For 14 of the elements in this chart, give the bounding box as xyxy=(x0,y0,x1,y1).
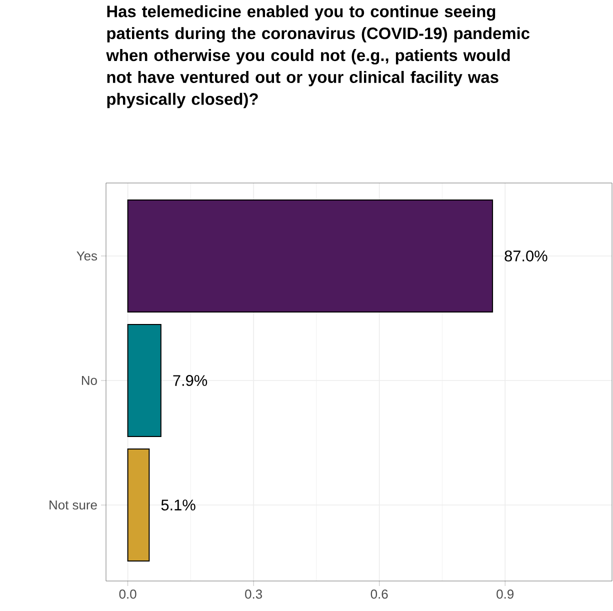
data-label: 87.0% xyxy=(504,250,548,262)
bar xyxy=(127,199,494,312)
x-tick-label: 0.6 xyxy=(370,590,388,599)
bar xyxy=(127,448,150,562)
x-tick-label: 0.9 xyxy=(496,590,514,599)
chart-title: Has telemedicine enabled you to continue seeing patients during the coronavirus (COVID-19) pandemic when otherwise you could not (e.g., patients would not have ventured out or your clinical facility was physically closed)? xyxy=(106,5,530,108)
y-tick-label: Yes xyxy=(76,251,98,260)
data-label: 7.9% xyxy=(173,375,208,386)
y-tick-label: Not sure xyxy=(50,500,97,510)
x-tick-label: 0.0 xyxy=(119,590,136,599)
y-tick-label: No xyxy=(82,376,97,386)
data-label: 5.1% xyxy=(161,500,196,510)
x-tick-label: 0.3 xyxy=(245,590,262,599)
bar xyxy=(127,324,162,438)
